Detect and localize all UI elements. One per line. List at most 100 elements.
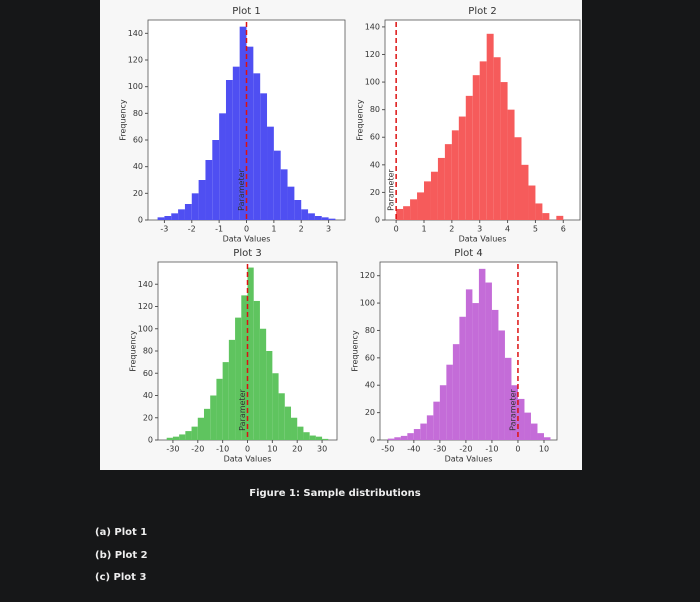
bar bbox=[394, 437, 401, 440]
bar bbox=[297, 426, 304, 440]
x-tick-label: -20 bbox=[459, 445, 472, 454]
y-tick-label: 100 bbox=[360, 299, 375, 308]
option[interactable]: (c) Plot 3 bbox=[95, 572, 146, 583]
y-tick-label: 0 bbox=[148, 436, 153, 445]
bar bbox=[485, 282, 492, 440]
bar bbox=[164, 216, 172, 220]
bar bbox=[413, 429, 421, 440]
bar bbox=[517, 398, 525, 440]
bar bbox=[235, 317, 242, 440]
bar bbox=[272, 373, 279, 440]
x-tick-label: -50 bbox=[381, 445, 394, 454]
bar bbox=[426, 415, 434, 440]
bar bbox=[197, 417, 204, 440]
bar bbox=[309, 435, 316, 440]
bar bbox=[491, 309, 499, 440]
y-axis-label: Frequency bbox=[129, 330, 138, 372]
x-tick-label: 5 bbox=[533, 225, 538, 234]
bar bbox=[260, 93, 268, 220]
bar bbox=[537, 433, 544, 440]
caption: Figure 1: Sample distributions bbox=[249, 488, 421, 499]
bar bbox=[543, 437, 551, 440]
bar bbox=[465, 289, 473, 440]
bar bbox=[179, 434, 186, 440]
annotation: Parameter bbox=[508, 388, 517, 430]
bar bbox=[308, 213, 315, 220]
y-tick-label: 60 bbox=[143, 369, 153, 378]
bar bbox=[253, 300, 260, 440]
x-tick-label: 3 bbox=[326, 225, 331, 234]
y-axis-label: Frequency bbox=[356, 99, 365, 141]
bar bbox=[191, 193, 199, 220]
y-tick-label: 0 bbox=[375, 216, 380, 225]
y-tick-label: 100 bbox=[365, 78, 380, 87]
x-tick-label: 0 bbox=[515, 445, 520, 454]
bar bbox=[273, 150, 281, 220]
bar bbox=[266, 351, 273, 440]
x-tick-label: -20 bbox=[191, 445, 204, 454]
y-tick-label: 20 bbox=[133, 189, 143, 198]
bar bbox=[542, 213, 550, 220]
annotation: Parameter bbox=[238, 388, 247, 430]
bar bbox=[437, 157, 445, 220]
x-axis-label: Data Values bbox=[459, 235, 507, 244]
bar bbox=[205, 160, 213, 220]
bar bbox=[284, 406, 292, 440]
bar bbox=[514, 137, 522, 220]
bar bbox=[178, 209, 185, 220]
bar bbox=[504, 357, 512, 440]
bar bbox=[184, 204, 192, 220]
bar bbox=[528, 185, 536, 220]
x-tick-label: 30 bbox=[317, 445, 327, 454]
annotation: Parameter bbox=[387, 168, 396, 210]
bar bbox=[535, 203, 543, 220]
y-tick-label: 80 bbox=[143, 347, 153, 356]
bar bbox=[430, 171, 438, 220]
chart-title: Plot 1 bbox=[232, 6, 260, 17]
bar bbox=[166, 437, 173, 440]
bar bbox=[185, 431, 192, 440]
bar bbox=[530, 423, 538, 440]
bar bbox=[241, 295, 248, 440]
bar bbox=[387, 438, 395, 440]
x-tick-label: -10 bbox=[216, 445, 229, 454]
y-tick-label: 140 bbox=[138, 280, 153, 289]
bar bbox=[524, 412, 531, 440]
bar bbox=[507, 109, 515, 220]
y-tick-label: 0 bbox=[138, 216, 143, 225]
chart-title: Plot 2 bbox=[468, 6, 496, 17]
bar bbox=[247, 267, 254, 440]
bar bbox=[225, 80, 233, 220]
x-axis-label: Data Values bbox=[445, 455, 493, 464]
y-tick-label: 40 bbox=[143, 391, 153, 400]
y-tick-label: 140 bbox=[365, 22, 380, 31]
bar bbox=[451, 130, 459, 220]
bar bbox=[420, 423, 427, 440]
x-tick-label: 20 bbox=[292, 445, 302, 454]
x-tick-label: 0 bbox=[245, 445, 250, 454]
bar bbox=[172, 436, 180, 440]
x-tick-label: -1 bbox=[215, 225, 223, 234]
chart-title: Plot 3 bbox=[233, 248, 261, 259]
x-tick-label: 1 bbox=[271, 225, 276, 234]
x-tick-label: 2 bbox=[449, 225, 454, 234]
bar bbox=[479, 61, 487, 221]
bar bbox=[424, 181, 431, 220]
y-tick-label: 100 bbox=[128, 82, 143, 91]
option[interactable]: (b) Plot 2 bbox=[95, 550, 148, 561]
bar bbox=[212, 140, 220, 220]
x-tick-label: 4 bbox=[505, 225, 510, 234]
bar bbox=[314, 216, 322, 220]
chart-title: Plot 4 bbox=[454, 248, 482, 259]
bar bbox=[556, 215, 564, 220]
option[interactable]: (a) Plot 1 bbox=[95, 527, 147, 538]
y-axis-label: Frequency bbox=[119, 99, 128, 141]
bar bbox=[321, 217, 329, 220]
y-tick-label: 40 bbox=[133, 162, 143, 171]
bar bbox=[446, 364, 453, 440]
x-tick-label: 1 bbox=[421, 225, 426, 234]
bar bbox=[198, 180, 206, 220]
bar bbox=[216, 378, 223, 440]
x-axis-label: Data Values bbox=[224, 455, 272, 464]
x-tick-label: -3 bbox=[160, 225, 168, 234]
